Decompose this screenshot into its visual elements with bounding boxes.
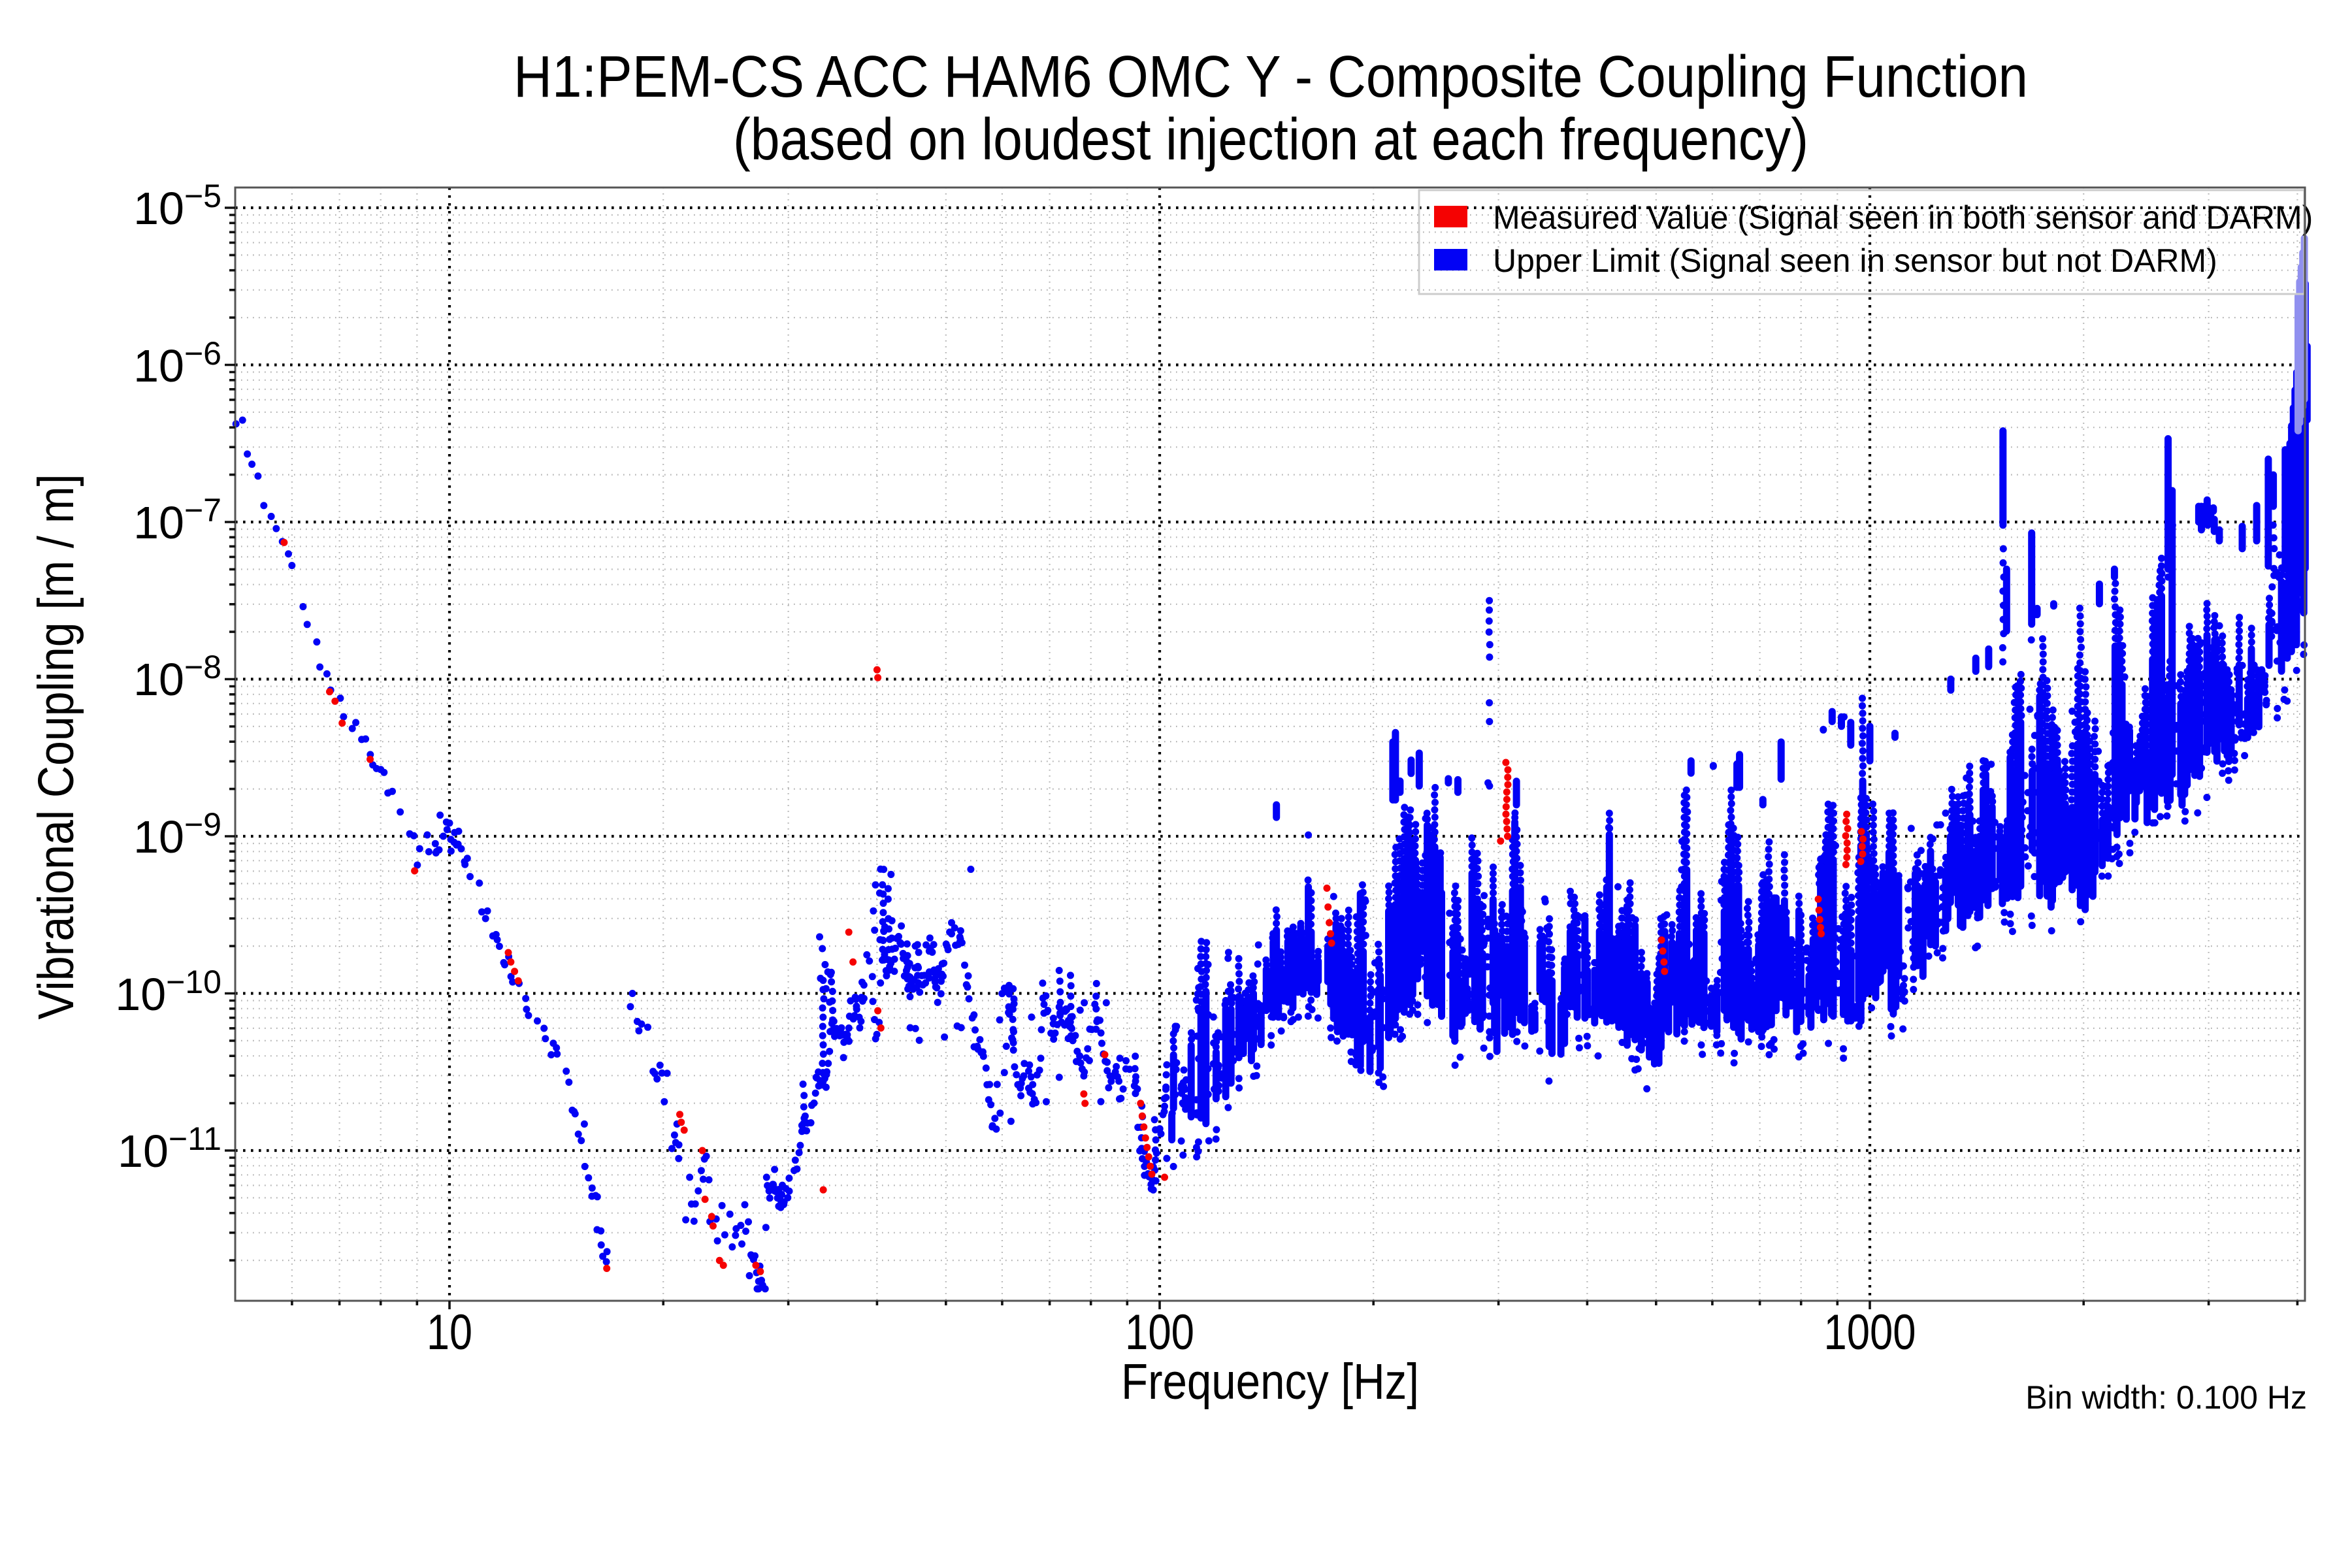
svg-text:1000: 1000 xyxy=(1824,1305,1916,1360)
svg-text:Vibrational Coupling [m / m]: Vibrational Coupling [m / m] xyxy=(28,474,84,1020)
svg-text:Measured Value (Signal seen in: Measured Value (Signal seen in both sens… xyxy=(1493,199,2313,236)
svg-text:10−6: 10−6 xyxy=(133,335,221,391)
svg-text:Bin width: 0.100 Hz: Bin width: 0.100 Hz xyxy=(2025,1379,2307,1416)
svg-text:Frequency [Hz]: Frequency [Hz] xyxy=(1121,1354,1419,1410)
svg-text:H1:PEM-CS ACC HAM6 OMC Y - Com: H1:PEM-CS ACC HAM6 OMC Y - Composite Cou… xyxy=(514,44,2028,110)
svg-text:10: 10 xyxy=(427,1305,472,1360)
svg-text:Upper Limit (Signal seen in se: Upper Limit (Signal seen in sensor but n… xyxy=(1493,242,2217,279)
svg-text:100: 100 xyxy=(1125,1305,1194,1360)
svg-text:(based on loudest injection at: (based on loudest injection at each freq… xyxy=(733,107,1808,172)
